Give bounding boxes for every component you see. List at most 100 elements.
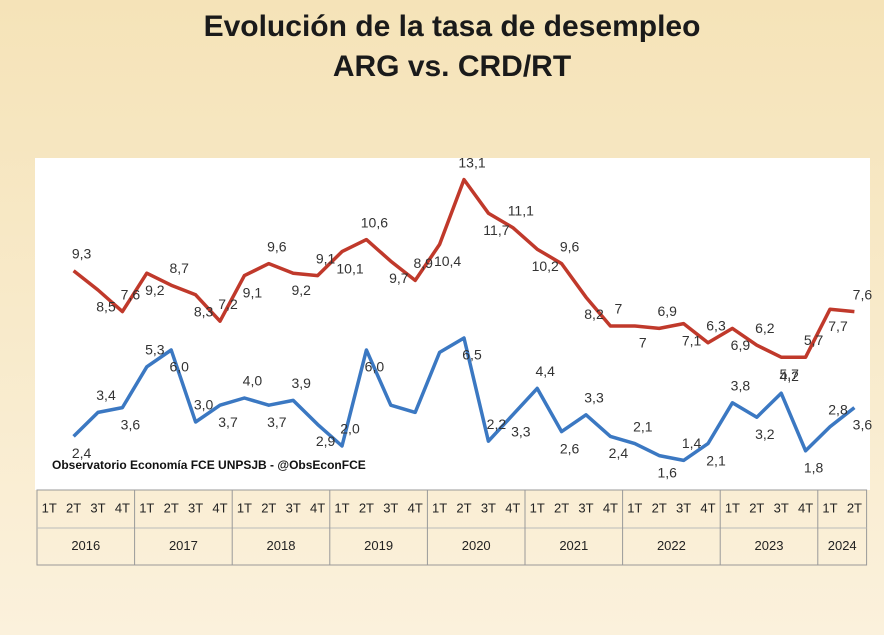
x-tick-label: 3T [676, 500, 691, 515]
data-label: 2,1 [706, 452, 726, 468]
x-tick-label: 1T [822, 500, 837, 515]
x-tick-label: 3T [383, 500, 398, 515]
x-tick-label: 1T [530, 500, 545, 515]
data-label: 5,3 [145, 342, 165, 358]
data-label: 8,5 [96, 299, 116, 315]
data-label: 9,7 [389, 270, 409, 286]
year-label: 2023 [755, 538, 784, 553]
data-label: 2,4 [609, 445, 629, 461]
data-label: 3,9 [291, 375, 311, 391]
data-label: 2,4 [72, 445, 92, 461]
data-label: 1,6 [657, 464, 677, 480]
x-tick-label: 4T [700, 500, 715, 515]
data-label: 6,9 [657, 303, 677, 319]
year-label: 2022 [657, 538, 686, 553]
data-label: 8,7 [169, 260, 189, 276]
data-label: 6,0 [365, 359, 385, 375]
data-label: 9,1 [316, 250, 336, 266]
x-tick-label: 1T [627, 500, 642, 515]
x-tick-label: 2T [652, 500, 667, 515]
data-label: 3,4 [96, 387, 116, 403]
x-tick-label: 2T [164, 500, 179, 515]
data-label: 4,2 [779, 368, 799, 384]
data-label: 1,8 [804, 460, 824, 476]
year-label: 2018 [267, 538, 296, 553]
year-label: 2024 [828, 538, 857, 553]
data-label: 9,6 [560, 238, 580, 254]
x-tick-label: 1T [432, 500, 447, 515]
data-label: 6,5 [462, 347, 482, 363]
data-label: 5,7 [779, 366, 799, 382]
x-tick-label: 2T [554, 500, 569, 515]
data-label: 9,2 [145, 282, 165, 298]
data-label: 3,8 [731, 378, 751, 394]
x-tick-label: 4T [603, 500, 618, 515]
x-tick-label: 2T [847, 500, 862, 515]
data-label: 3,7 [218, 414, 238, 430]
x-tick-label: 3T [90, 500, 105, 515]
x-tick-label: 2T [261, 500, 276, 515]
year-label: 2019 [364, 538, 393, 553]
data-label: 7,2 [218, 296, 238, 312]
data-label: 10,1 [336, 260, 363, 276]
data-label: 7,6 [853, 286, 873, 302]
x-tick-label: 2T [66, 500, 81, 515]
x-tick-label: 2T [749, 500, 764, 515]
x-tick-label: 1T [237, 500, 252, 515]
data-label: 9,3 [72, 246, 92, 262]
data-label: 3,0 [194, 397, 214, 413]
data-label: 7,1 [682, 332, 702, 348]
data-label: 7,6 [121, 286, 141, 302]
data-label: 6,3 [706, 318, 726, 334]
x-tick-label: 4T [212, 500, 227, 515]
x-tick-label: 1T [139, 500, 154, 515]
data-label: 3,2 [755, 426, 775, 442]
data-label: 9,2 [291, 282, 311, 298]
data-label: 3,7 [267, 414, 287, 430]
data-label: 7 [615, 301, 623, 317]
x-tick-label: 1T [725, 500, 740, 515]
data-label: 9,6 [267, 238, 287, 254]
x-tick-label: 3T [481, 500, 496, 515]
year-label: 2017 [169, 538, 198, 553]
data-label: 4,4 [535, 363, 555, 379]
x-tick-label: 3T [286, 500, 301, 515]
data-label: 2,6 [560, 440, 580, 456]
data-label: 11,7 [483, 222, 509, 238]
x-tick-label: 3T [774, 500, 789, 515]
data-label: 11,1 [508, 202, 534, 218]
data-label: 13,1 [458, 154, 485, 170]
data-label: 8,2 [584, 306, 604, 322]
data-label: 2,9 [316, 433, 336, 449]
data-label: 2,8 [828, 402, 848, 418]
data-label: 8,3 [194, 304, 214, 320]
chart-title: Evolución de la tasa de desempleo [204, 10, 701, 43]
chart-subtitle: ARG vs. CRD/RT [333, 50, 571, 83]
data-label: 2,2 [487, 416, 507, 432]
year-label: 2016 [71, 538, 100, 553]
data-label: 3,6 [853, 416, 873, 432]
data-label: 4,0 [243, 373, 263, 389]
x-tick-label: 4T [798, 500, 813, 515]
x-tick-label: 2T [359, 500, 374, 515]
data-label: 7 [639, 335, 647, 351]
data-label: 10,6 [361, 214, 388, 230]
x-tick-label: 3T [578, 500, 593, 515]
x-tick-label: 3T [188, 500, 203, 515]
x-tick-label: 4T [505, 500, 520, 515]
data-label: 2,1 [633, 418, 653, 434]
x-tick-label: 1T [334, 500, 349, 515]
series-line [72, 177, 855, 359]
x-tick-label: 2T [456, 500, 471, 515]
data-label: 9,1 [243, 284, 263, 300]
source: Observatorio Economía FCE UNPSJB - @ObsE… [52, 458, 366, 472]
data-label: 10,2 [532, 258, 559, 274]
data-label: 6,9 [731, 337, 751, 353]
data-label: 3,6 [121, 416, 141, 432]
series-line [72, 336, 856, 463]
x-tick-label: 4T [115, 500, 130, 515]
data-label: 6,2 [755, 320, 775, 336]
data-label: 3,3 [584, 390, 604, 406]
data-label: 5,7 [804, 332, 824, 348]
